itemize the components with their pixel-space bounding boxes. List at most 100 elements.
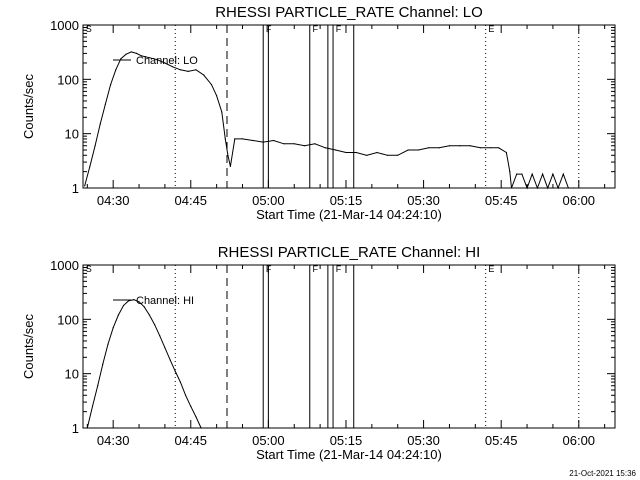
- data-point: [448, 145, 451, 147]
- data-point: [293, 143, 295, 145]
- data-point: [164, 62, 166, 64]
- data-point: [407, 149, 409, 151]
- data-point: [130, 51, 132, 53]
- data-point: [156, 59, 158, 61]
- data-point: [241, 138, 244, 140]
- x-tick-label: 04:45: [175, 193, 208, 208]
- data-point: [252, 139, 254, 142]
- data-point: [221, 111, 223, 113]
- data-point: [490, 147, 492, 149]
- y-tick-label: 100: [57, 72, 79, 87]
- event-flag: E: [488, 264, 494, 274]
- event-flag: F: [312, 264, 318, 274]
- data-point: [190, 405, 192, 407]
- x-tick-label: 04:30: [97, 193, 130, 208]
- data-point: [84, 185, 86, 187]
- x-tick-label: 05:30: [407, 193, 440, 208]
- data-point: [143, 306, 145, 308]
- y-tick-label: 1: [72, 421, 79, 436]
- y-axis-label: Counts/sec: [21, 73, 36, 139]
- event-flag: S: [86, 264, 92, 274]
- legend-label: Channel: HI: [136, 295, 194, 307]
- x-tick-label: 06:00: [563, 433, 596, 448]
- data-point: [479, 147, 482, 149]
- data-point: [112, 327, 114, 329]
- event-flag: F: [336, 264, 342, 274]
- data-point: [227, 154, 229, 156]
- data-point: [516, 173, 518, 175]
- data-point: [169, 359, 171, 361]
- y-axis-label: Counts/sec: [21, 313, 36, 379]
- data-point: [174, 370, 176, 372]
- x-tick-label: 05:45: [485, 193, 518, 208]
- data-point: [135, 52, 138, 55]
- data-point: [104, 103, 106, 105]
- data-point: [366, 154, 368, 156]
- data-point: [459, 145, 461, 147]
- x-tick-label: 04:30: [97, 433, 130, 448]
- x-tick-label: 05:15: [330, 193, 363, 208]
- y-tick-label: 100: [57, 312, 79, 327]
- data-point: [187, 70, 189, 72]
- data-point: [195, 69, 197, 71]
- data-point: [200, 427, 202, 429]
- x-tick-label: 04:45: [175, 433, 208, 448]
- data-point: [510, 187, 513, 189]
- data-point: [117, 314, 119, 316]
- event-flag: F: [266, 24, 272, 34]
- data-point: [562, 173, 564, 175]
- data-point: [94, 145, 96, 147]
- data-point: [304, 145, 306, 147]
- chart-panel-1: RHESSI PARTICLE_RATE Channel: LO 1 10 100 10…: [21, 4, 616, 222]
- data-point: [115, 69, 117, 71]
- data-point: [210, 84, 213, 86]
- data-point: [141, 55, 143, 57]
- data-point: [148, 57, 150, 59]
- data-point: [567, 187, 570, 189]
- data-point: [386, 154, 388, 156]
- data-point: [547, 187, 549, 189]
- data-point: [324, 147, 326, 149]
- data-point: [314, 143, 316, 145]
- footer-timestamp: 21-Oct-2021 15:36: [569, 469, 636, 478]
- event-flag: F: [312, 24, 318, 34]
- data-point: [138, 301, 140, 303]
- data-point: [107, 343, 109, 345]
- data-point: [234, 138, 236, 140]
- data-point: [89, 165, 91, 167]
- data-point: [120, 58, 122, 60]
- data-point: [102, 363, 104, 365]
- data-point: [521, 173, 523, 175]
- plot-frame: [82, 264, 616, 429]
- chart-title: RHESSI PARTICLE_RATE Channel: HI: [218, 244, 481, 261]
- data-point: [273, 139, 275, 142]
- event-flag: F: [336, 24, 342, 34]
- x-tick-label: 05:45: [485, 433, 518, 448]
- data-point: [573, 187, 575, 189]
- y-tick-label: 1000: [50, 18, 79, 33]
- event-flag: S: [86, 24, 92, 34]
- data-point: [159, 335, 161, 337]
- data-point: [122, 304, 125, 307]
- chart-title: RHESSI PARTICLE_RATE Channel: LO: [215, 4, 483, 21]
- data-point: [498, 147, 500, 149]
- data-point: [164, 347, 166, 349]
- data-point: [376, 151, 378, 154]
- data-point: [505, 151, 507, 154]
- data-point: [428, 147, 430, 149]
- data-point: [262, 141, 264, 143]
- event-flag: E: [488, 24, 494, 34]
- data-point: [509, 171, 511, 173]
- data-point: [531, 173, 533, 175]
- data-point: [345, 151, 347, 154]
- plot-frame: [82, 24, 616, 189]
- data-point: [154, 324, 156, 326]
- data-point: [203, 74, 205, 76]
- data-point: [179, 69, 181, 71]
- y-tick-label: 10: [65, 367, 79, 382]
- data-point: [133, 299, 135, 301]
- y-tick-label: 10: [65, 127, 79, 142]
- data-series-line: [86, 299, 202, 429]
- data-point: [97, 385, 99, 387]
